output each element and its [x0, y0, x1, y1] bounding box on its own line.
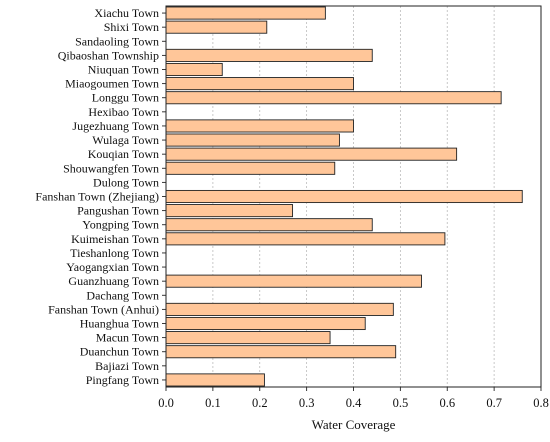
x-tick-label: 0.2: [252, 396, 268, 410]
x-ticks: 0.0 0.1 0.2 0.3 0.4 0.5 0.6 0.7 0.8: [158, 387, 549, 410]
category-label: Bajiazi Town: [95, 359, 159, 373]
category-label: Kouqian Town: [88, 147, 159, 161]
bar: [165, 147, 458, 161]
bar: [165, 62, 223, 77]
bar: [165, 302, 394, 316]
category-label: Pingfang Town: [86, 373, 159, 387]
bar: [165, 274, 422, 288]
category-label: Fanshan Town (Zhejiang): [35, 190, 159, 204]
category-label: Hexibao Town: [88, 105, 159, 119]
bar: [165, 77, 354, 91]
bar: [165, 91, 502, 105]
x-tick-label: 0.4: [346, 396, 362, 410]
bar: [165, 133, 340, 147]
category-label: Shouwangfen Town: [63, 161, 159, 175]
bar: [165, 161, 336, 175]
category-label: Guanzhuang Town: [68, 274, 159, 288]
category-label: Dulong Town: [93, 175, 159, 189]
bar: [165, 331, 331, 345]
x-tick-label: 0.6: [439, 396, 455, 410]
category-label: Longgu Town: [92, 91, 159, 105]
x-tick-label: 0.0: [158, 396, 174, 410]
bar: [165, 232, 446, 246]
category-label: Macun Town: [96, 331, 159, 345]
category-label: Huanghua Town: [80, 317, 159, 331]
bar: [165, 20, 268, 34]
bar: [165, 119, 354, 133]
category-label: Duanchun Town: [80, 345, 159, 359]
bar: [165, 373, 265, 387]
category-label: Fanshan Town (Anhui): [48, 302, 159, 316]
category-label: Jugezhuang Town: [72, 119, 159, 133]
category-label: Xiachu Town: [94, 6, 159, 20]
category-label: Miaogoumen Town: [65, 77, 159, 91]
category-label: Wulaga Town: [92, 133, 159, 147]
category-label: Kuimeishan Town: [71, 232, 159, 246]
category-label: Tieshanlong Town: [70, 246, 159, 260]
x-tick-label: 0.7: [486, 396, 502, 410]
x-tick-label: 0.5: [393, 396, 409, 410]
category-label: Dachang Town: [86, 288, 159, 302]
category-label: Yongping Town: [82, 218, 159, 232]
bars: [165, 6, 523, 387]
bar: [165, 345, 397, 359]
category-label: Sandaoling Town: [75, 34, 159, 48]
bar: [165, 6, 326, 20]
category-label: Niuquan Town: [88, 63, 159, 77]
bar: [165, 48, 373, 62]
bar: [165, 218, 373, 232]
x-axis-title: Water Coverage: [312, 417, 396, 432]
category-label: Shixi Town: [104, 20, 159, 34]
bar: [165, 204, 294, 218]
bar: [165, 316, 366, 331]
x-tick-label: 0.3: [299, 396, 315, 410]
category-label: Pangushan Town: [77, 204, 159, 218]
bar: [165, 189, 523, 204]
category-label: Qibaoshan Township: [58, 48, 159, 62]
x-tick-label: 0.1: [205, 396, 221, 410]
category-label: Yaogangxian Town: [66, 260, 159, 274]
x-tick-label: 0.8: [533, 396, 549, 410]
